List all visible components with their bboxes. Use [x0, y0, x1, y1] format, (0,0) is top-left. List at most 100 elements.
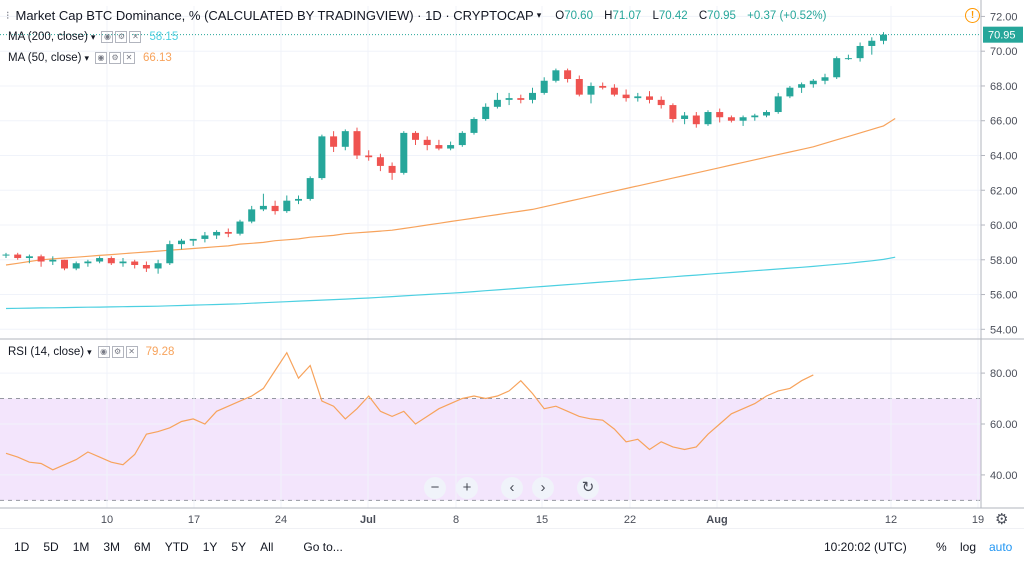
chart-title[interactable]: Market Cap BTC Dominance, % (CALCULATED … [15, 8, 534, 23]
y-tick-label: 70.00 [990, 46, 1018, 58]
percent-toggle[interactable]: % [936, 540, 947, 554]
rsi-legend: RSI (14, close) ▾ ◉ ⚙ ✕ 79.28 [8, 346, 174, 358]
candle-body [224, 231, 232, 234]
close-icon[interactable]: ✕ [129, 31, 142, 43]
collapse-icon[interactable]: ⁝ [6, 10, 10, 22]
candle-body [341, 131, 349, 147]
chevron-down-icon[interactable]: ▾ [87, 346, 92, 357]
close-icon[interactable]: ✕ [125, 346, 138, 358]
timeframe-5d[interactable]: 5D [43, 540, 59, 554]
timeframe-1m[interactable]: 1M [72, 540, 90, 554]
scroll-right-button[interactable]: › [532, 477, 554, 499]
timeframe-ytd[interactable]: YTD [164, 540, 189, 554]
zoom-in-button[interactable]: + [456, 477, 478, 499]
close-icon[interactable]: ✕ [123, 52, 136, 64]
candle-body [833, 58, 841, 78]
close-value: 70.95 [707, 9, 736, 22]
candle-body [669, 105, 677, 119]
ma200-legend: MA (200, close) ▾ ◉ ⚙ ✕ 58.15 [8, 31, 178, 43]
rsi-tick-label: 60.00 [990, 419, 1018, 431]
y-tick-label: 54.00 [990, 324, 1018, 336]
timeframe-6m[interactable]: 6M [134, 540, 151, 554]
warning-icon[interactable]: ! [965, 8, 980, 23]
bottom-toolbar: 1D 5D 1M 3M 6M YTD 1Y 5Y All Go to... 10:20:02 (… [0, 529, 1024, 565]
candle-body [458, 132, 466, 146]
ma200-buttons: ◉ ⚙ ✕ [101, 31, 143, 43]
candle-body [400, 132, 408, 173]
candle-body [634, 96, 642, 99]
y-tick-label: 58.00 [990, 255, 1018, 267]
x-tick-label: 15 [536, 514, 548, 526]
candle-body [880, 34, 887, 41]
candle-body [482, 106, 490, 119]
tick-labels: 54.00 56.00 58.00 60.00 62.00 64.00 66.00 68.00… [101, 11, 1018, 526]
ma200-value: 58.15 [149, 31, 179, 43]
candle-body [189, 238, 197, 241]
eye-icon[interactable]: ◉ [97, 346, 110, 358]
candle-body [178, 240, 185, 245]
candle-body [505, 98, 513, 100]
settings-gear-icon[interactable]: ⚙ [995, 511, 1009, 528]
candle-body [517, 98, 525, 100]
rsi-buttons: ◉ ⚙ ✕ [97, 346, 140, 358]
x-tick-label: Aug [706, 514, 727, 526]
timeframe-list: 1D 5D 1M 3M 6M YTD 1Y 5Y All [0, 540, 273, 554]
goto-button[interactable]: Go to... [303, 540, 343, 554]
candle-body [72, 263, 80, 269]
chevron-down-icon[interactable]: ▾ [536, 10, 542, 20]
y-tick-label: 64.00 [990, 150, 1018, 162]
candle-body [213, 231, 221, 236]
rsi-value: 79.28 [145, 346, 175, 358]
ma200-label[interactable]: MA (200, close) [8, 31, 88, 43]
y-tick-label: 60.00 [990, 220, 1018, 232]
candle-body [131, 261, 139, 265]
x-tick-label: 24 [275, 514, 287, 526]
candle-body [61, 259, 68, 269]
auto-toggle[interactable]: auto [989, 540, 1013, 554]
ma50-label[interactable]: MA (50, close) [8, 52, 82, 64]
candle-body [96, 258, 104, 262]
candle-body [201, 235, 209, 239]
reset-chart-button[interactable]: ↻ [577, 477, 599, 499]
zoom-out-button[interactable]: − [424, 477, 446, 499]
eye-icon[interactable]: ◉ [101, 31, 114, 43]
candle-body [552, 70, 560, 81]
candle-body [318, 136, 326, 179]
candle-body [856, 45, 864, 59]
chart-canvas[interactable]: 54.00 56.00 58.00 60.00 62.00 64.00 66.00 68.00… [0, 0, 1024, 529]
candle-body [412, 132, 419, 140]
timeframe-1d[interactable]: 1D [14, 540, 30, 554]
ma200-path [5, 256, 896, 310]
timeframe-5y[interactable]: 5Y [231, 540, 247, 554]
candle-body [646, 96, 653, 100]
eye-icon[interactable]: ◉ [95, 52, 108, 64]
candle-body [751, 115, 759, 118]
timeframe-3m[interactable]: 3M [103, 540, 121, 554]
candle-body [809, 80, 817, 85]
chart-title-row: ⁝ Market Cap BTC Dominance, % (CALCULATE… [6, 8, 834, 23]
settings-icon[interactable]: ⚙ [111, 346, 124, 358]
candle-body [692, 115, 700, 125]
candle-body [435, 145, 443, 149]
settings-icon[interactable]: ⚙ [109, 52, 122, 64]
scroll-left-button[interactable]: ‹ [501, 477, 523, 499]
log-toggle[interactable]: log [960, 540, 977, 554]
clock[interactable]: 10:20:02 (UTC) [824, 540, 907, 554]
candle-body [716, 112, 724, 118]
candle-body [423, 139, 431, 146]
timeframe-1y[interactable]: 1Y [202, 540, 218, 554]
rsi-label[interactable]: RSI (14, close) [8, 346, 85, 358]
grid [0, 6, 981, 508]
rsi-line [5, 351, 814, 471]
y-tick-label: 68.00 [990, 81, 1018, 93]
timeframe-all[interactable]: All [260, 540, 274, 554]
x-tick-label: 19 [972, 514, 984, 526]
candle-body [25, 256, 33, 259]
chevron-down-icon[interactable]: ▾ [90, 31, 96, 42]
candle-body [166, 244, 174, 264]
candle-body [447, 145, 455, 149]
last-price-label: 70.95 [0, 26, 1023, 43]
candle-body [763, 112, 770, 116]
settings-icon[interactable]: ⚙ [115, 31, 128, 43]
chevron-down-icon[interactable]: ▾ [84, 52, 90, 63]
